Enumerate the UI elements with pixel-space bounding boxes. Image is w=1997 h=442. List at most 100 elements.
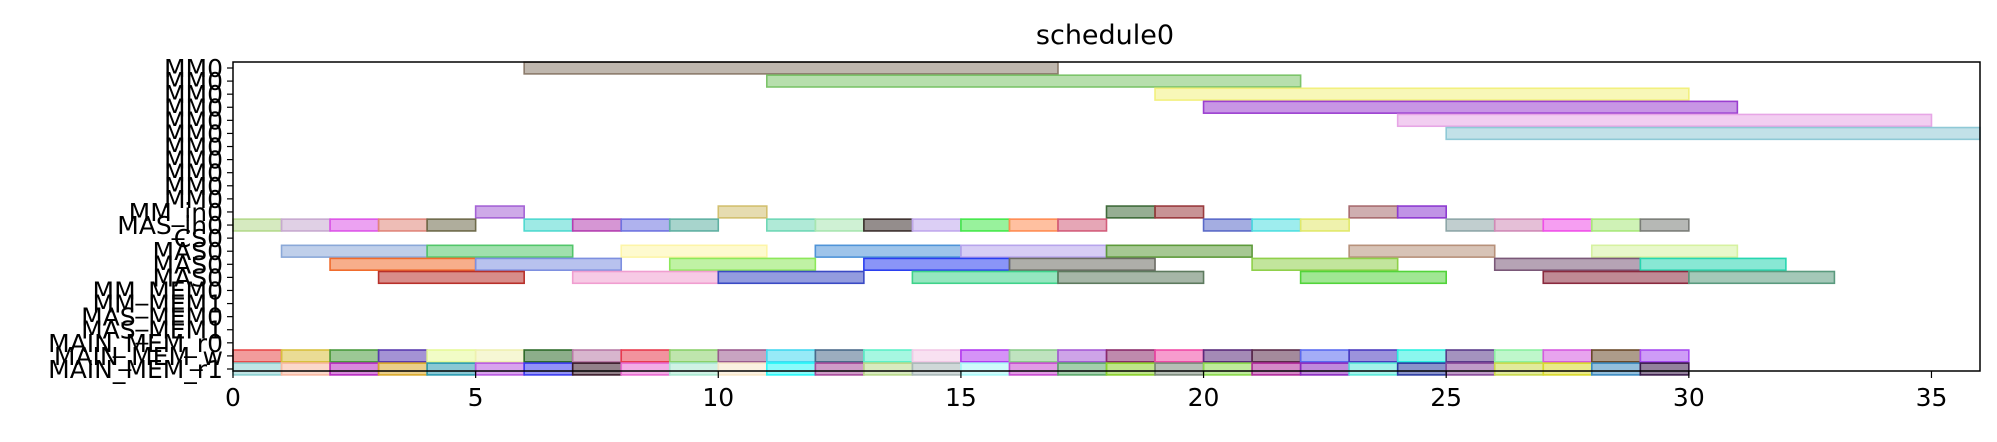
- task-bar: [911, 362, 962, 376]
- y-tick-label: MAS_MEM0: [81, 303, 223, 332]
- x-tick-label: 10: [702, 383, 734, 412]
- task-bar: [1251, 257, 1399, 271]
- y-tick-label: MAIN_MEM_w: [54, 342, 223, 371]
- task-bar: [377, 362, 428, 376]
- task-bar: [232, 218, 283, 232]
- task-bar: [1639, 257, 1787, 271]
- task-bar: [1105, 244, 1253, 258]
- task-bar: [1202, 218, 1253, 232]
- x-tick-label: 35: [1916, 383, 1948, 412]
- task-bar: [1639, 218, 1690, 232]
- task-bar: [329, 362, 380, 376]
- bars-layer: [232, 61, 1981, 376]
- task-bar: [911, 218, 962, 232]
- task-bar: [960, 218, 1011, 232]
- task-bar: [426, 349, 477, 363]
- y-tick-label: MAS0: [153, 263, 223, 292]
- task-bar: [1105, 362, 1156, 376]
- task-bar: [1251, 349, 1302, 363]
- y-tick-label: MM_MEM1: [93, 290, 223, 319]
- task-bar: [814, 218, 865, 232]
- y-tick-label: MM_MEM0: [93, 276, 223, 305]
- task-bar: [1251, 362, 1302, 376]
- task-bar: [911, 349, 962, 363]
- task-bar: [717, 270, 865, 285]
- chart-title: schedule0: [1036, 20, 1174, 51]
- task-bar: [1299, 270, 1447, 285]
- task-bar: [1590, 218, 1642, 232]
- task-bar: [960, 362, 1011, 376]
- task-bar: [1493, 218, 1545, 232]
- task-bar: [960, 349, 1011, 363]
- task-bar: [1639, 349, 1690, 363]
- task-bar: [1299, 218, 1350, 232]
- task-bar: [766, 74, 1302, 88]
- task-bar: [280, 218, 331, 232]
- task-bar: [571, 349, 623, 363]
- task-bar: [1154, 349, 1205, 363]
- task-bar: [717, 205, 768, 219]
- y-tick-label: MM0: [164, 133, 223, 162]
- x-tick-label: 5: [468, 383, 484, 412]
- x-tick-label: 20: [1188, 383, 1220, 412]
- task-bar: [377, 218, 428, 232]
- task-bar: [329, 218, 380, 232]
- task-bar: [766, 349, 817, 363]
- task-bar: [426, 362, 477, 376]
- task-bar: [717, 349, 768, 363]
- task-bar: [1396, 362, 1447, 376]
- task-bar: [280, 349, 331, 363]
- task-bar: [1396, 113, 1933, 128]
- task-bar: [1057, 349, 1108, 363]
- task-bar: [814, 362, 865, 376]
- task-bar: [1396, 205, 1447, 219]
- task-bar: [1154, 362, 1205, 376]
- task-bar: [1057, 270, 1205, 285]
- task-bar: [863, 218, 914, 232]
- task-bar: [474, 349, 525, 363]
- y-tick-label: MM0: [164, 146, 223, 175]
- task-bar: [620, 244, 768, 258]
- task-bar: [1057, 362, 1108, 376]
- task-bar: [1348, 349, 1399, 363]
- task-bar: [1396, 349, 1447, 363]
- y-tick-label: MM0: [164, 67, 223, 96]
- task-bar: [329, 349, 380, 363]
- y-tick-label: MM0: [164, 185, 223, 214]
- task-bar: [1154, 87, 1690, 101]
- task-bar: [523, 362, 574, 376]
- y-tick-label: MM_in0: [129, 198, 223, 227]
- task-bar: [1154, 205, 1205, 219]
- task-bar: [1493, 349, 1545, 363]
- task-bar: [1299, 349, 1350, 363]
- task-bar: [280, 362, 331, 376]
- y-tick-label: MM0: [164, 54, 223, 83]
- y-axis-labels: MM0MM0MM0MM0MM0MM0MM0MM0MM0MM0MM0MM_in0M…: [48, 54, 233, 384]
- task-bar: [814, 349, 865, 363]
- task-bar: [1590, 349, 1642, 363]
- y-tick-label: MM0: [164, 93, 223, 122]
- task-bar: [523, 349, 574, 363]
- task-bar: [863, 257, 1011, 271]
- task-bar: [814, 244, 962, 258]
- task-bar: [474, 205, 525, 219]
- task-bar: [523, 61, 1059, 75]
- task-bar: [377, 349, 428, 363]
- task-bar: [1202, 349, 1253, 363]
- task-bar: [1202, 362, 1253, 376]
- task-bar: [668, 257, 817, 271]
- task-bar: [1542, 362, 1593, 376]
- task-bar: [1590, 362, 1642, 376]
- task-bar: [571, 362, 623, 376]
- x-tick-label: 25: [1430, 383, 1462, 412]
- task-bar: [1445, 349, 1496, 363]
- task-bar: [474, 257, 623, 271]
- task-bar: [571, 270, 720, 285]
- task-bar: [668, 362, 720, 376]
- task-bar: [1348, 244, 1496, 258]
- task-bar: [766, 218, 817, 232]
- task-bar: [1008, 218, 1059, 232]
- task-bar: [620, 362, 671, 376]
- y-tick-label: MAS_in0: [117, 211, 223, 240]
